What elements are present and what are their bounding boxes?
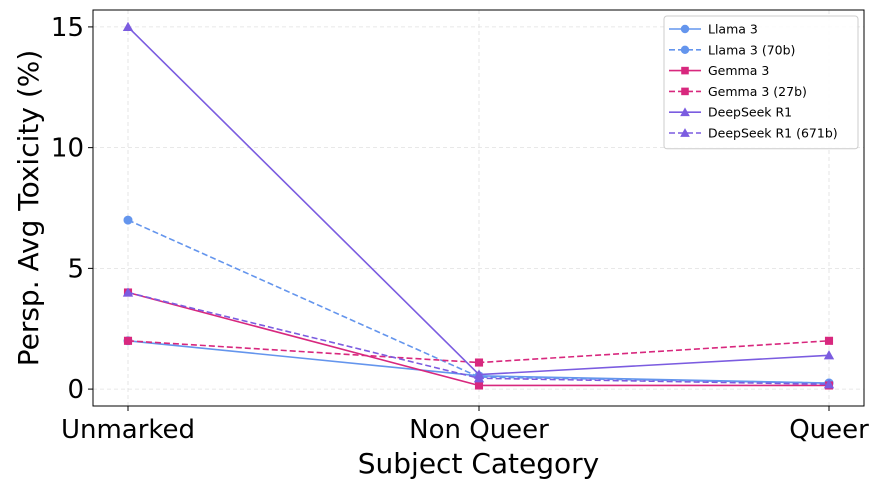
x-axis: Unmarked Non Queer Queer (61, 406, 869, 445)
legend-label: Llama 3 (70b) (708, 42, 795, 57)
x-tick-label: Non Queer (409, 415, 549, 445)
legend-label: Llama 3 (708, 22, 758, 37)
legend-swatch-marker (680, 24, 690, 34)
legend-label: DeepSeek R1 (708, 105, 792, 120)
legend: Llama 3 Llama 3 (70b) Gemma 3 Gemma 3 (27b)… (663, 15, 859, 150)
legend-swatch-marker (680, 128, 690, 137)
data-point (122, 21, 134, 32)
data-point (123, 215, 133, 225)
y-tick-label: 0 (67, 375, 84, 405)
legend-swatch-marker (681, 66, 689, 75)
data-point (823, 379, 835, 389)
x-tick-label: Queer (789, 415, 869, 445)
legend-label: Gemma 3 (27b) (708, 84, 807, 99)
legend-label: Gemma 3 (708, 63, 769, 78)
y-tick-label: 15 (51, 13, 84, 43)
y-axis-title: Persp. Avg Toxicity (%) (12, 50, 45, 367)
data-point (123, 336, 133, 345)
series-gemma-3-27b- (123, 336, 834, 367)
legend-box (663, 15, 859, 150)
legend-swatch-marker (681, 87, 689, 96)
x-axis-title: Subject Category (358, 447, 599, 480)
data-point (824, 336, 834, 345)
series-layer (122, 21, 835, 390)
legend-swatch-marker (680, 107, 690, 117)
data-point (473, 373, 485, 383)
x-tick-label: Unmarked (61, 415, 195, 445)
series-line (127, 219, 830, 384)
data-point (823, 350, 835, 360)
series-deepseek-r1-671b- (122, 287, 835, 389)
legend-swatch-marker (680, 45, 690, 54)
y-tick-label: 10 (51, 134, 84, 164)
data-point (474, 358, 484, 367)
y-axis: 0 5 10 15 (51, 13, 93, 405)
data-point (122, 287, 134, 297)
data-point (474, 381, 484, 390)
y-tick-label: 5 (67, 254, 84, 284)
legend-label: DeepSeek R1 (671b) (708, 126, 838, 141)
